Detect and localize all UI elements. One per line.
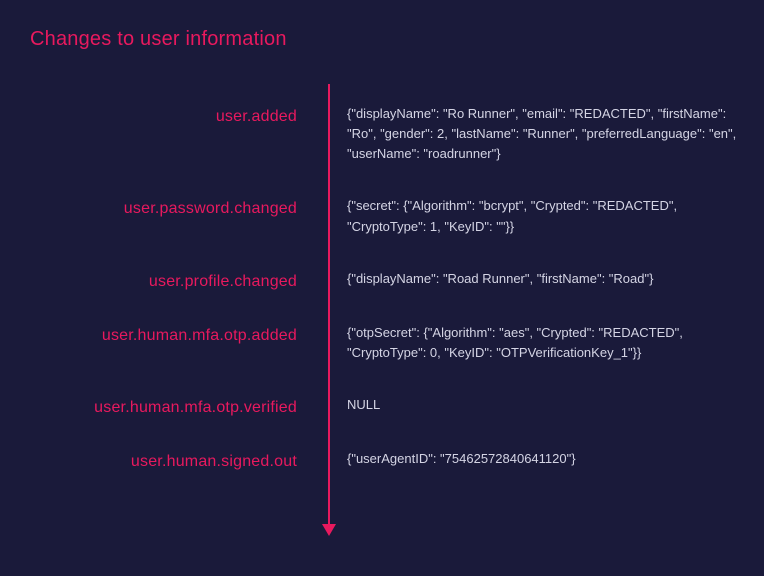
event-name: user.profile.changed	[0, 265, 313, 291]
event-row: user.human.mfa.otp.verified NULL	[0, 391, 764, 417]
diagram-root: Changes to user information user.added {…	[0, 0, 764, 576]
page-title: Changes to user information	[30, 28, 287, 51]
event-payload: {"otpSecret": {"Algorithm": "aes", "Cryp…	[347, 319, 764, 363]
event-name: user.human.mfa.otp.verified	[0, 391, 313, 417]
event-payload: {"displayName": "Ro Runner", "email": "R…	[347, 100, 764, 164]
event-row: user.profile.changed {"displayName": "Ro…	[0, 265, 764, 291]
event-row: user.human.signed.out {"userAgentID": "7…	[0, 445, 764, 471]
event-rows: user.added {"displayName": "Ro Runner", …	[0, 100, 764, 499]
event-payload: {"secret": {"Algorithm": "bcrypt", "Cryp…	[347, 192, 764, 236]
event-payload: {"displayName": "Road Runner", "firstNam…	[347, 265, 764, 289]
event-row: user.password.changed {"secret": {"Algor…	[0, 192, 764, 236]
timeline-arrow-icon	[322, 524, 336, 536]
event-name: user.password.changed	[0, 192, 313, 218]
event-row: user.added {"displayName": "Ro Runner", …	[0, 100, 764, 164]
event-name: user.human.signed.out	[0, 445, 313, 471]
event-name: user.human.mfa.otp.added	[0, 319, 313, 345]
event-payload: {"userAgentID": "75462572840641120"}	[347, 445, 764, 469]
event-name: user.added	[0, 100, 313, 126]
event-payload: NULL	[347, 391, 764, 415]
event-row: user.human.mfa.otp.added {"otpSecret": {…	[0, 319, 764, 363]
